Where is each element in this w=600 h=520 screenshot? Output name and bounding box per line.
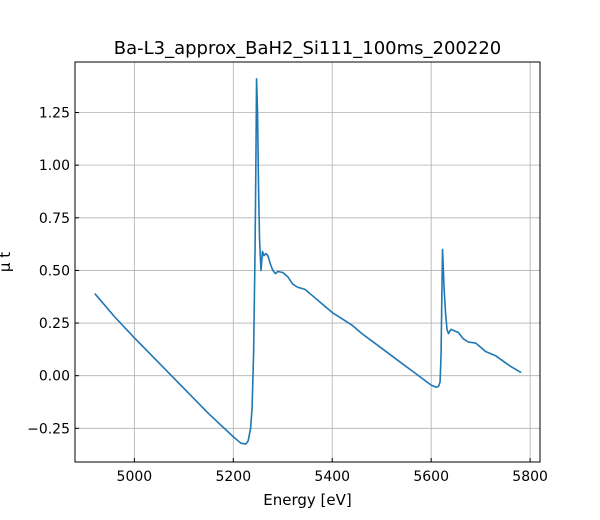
x-tick-label: 5800 [512, 469, 548, 485]
y-tick-label: 0.00 [39, 369, 70, 385]
x-axis-label: Energy [eV] [263, 491, 351, 509]
series-line [94, 78, 522, 445]
y-tick-label: 1.00 [39, 158, 70, 174]
x-tick-label: 5200 [215, 469, 251, 485]
series-layer [94, 78, 522, 445]
x-tick-label: 5600 [413, 469, 449, 485]
plot-area-frame [74, 61, 541, 463]
x-tick-label: 5000 [117, 469, 153, 485]
y-tick-label: 1.25 [39, 106, 70, 122]
chart-title: Ba-L3_approx_BaH2_Si111_100ms_200220 [114, 38, 501, 59]
y-tick-label: 0.75 [39, 211, 70, 227]
y-tick-label: 0.25 [39, 316, 70, 332]
y-axis-label: μ t [0, 252, 14, 272]
x-tick-label: 5400 [314, 469, 350, 485]
y-tick-label: −0.25 [27, 421, 70, 437]
grid-lines [75, 62, 540, 462]
y-tick-label: 0.50 [39, 263, 70, 279]
axis-ticks: 5000 5200 5400 5600 5800 −0.25 0.00 0.25 0.50 0.7… [27, 106, 548, 485]
